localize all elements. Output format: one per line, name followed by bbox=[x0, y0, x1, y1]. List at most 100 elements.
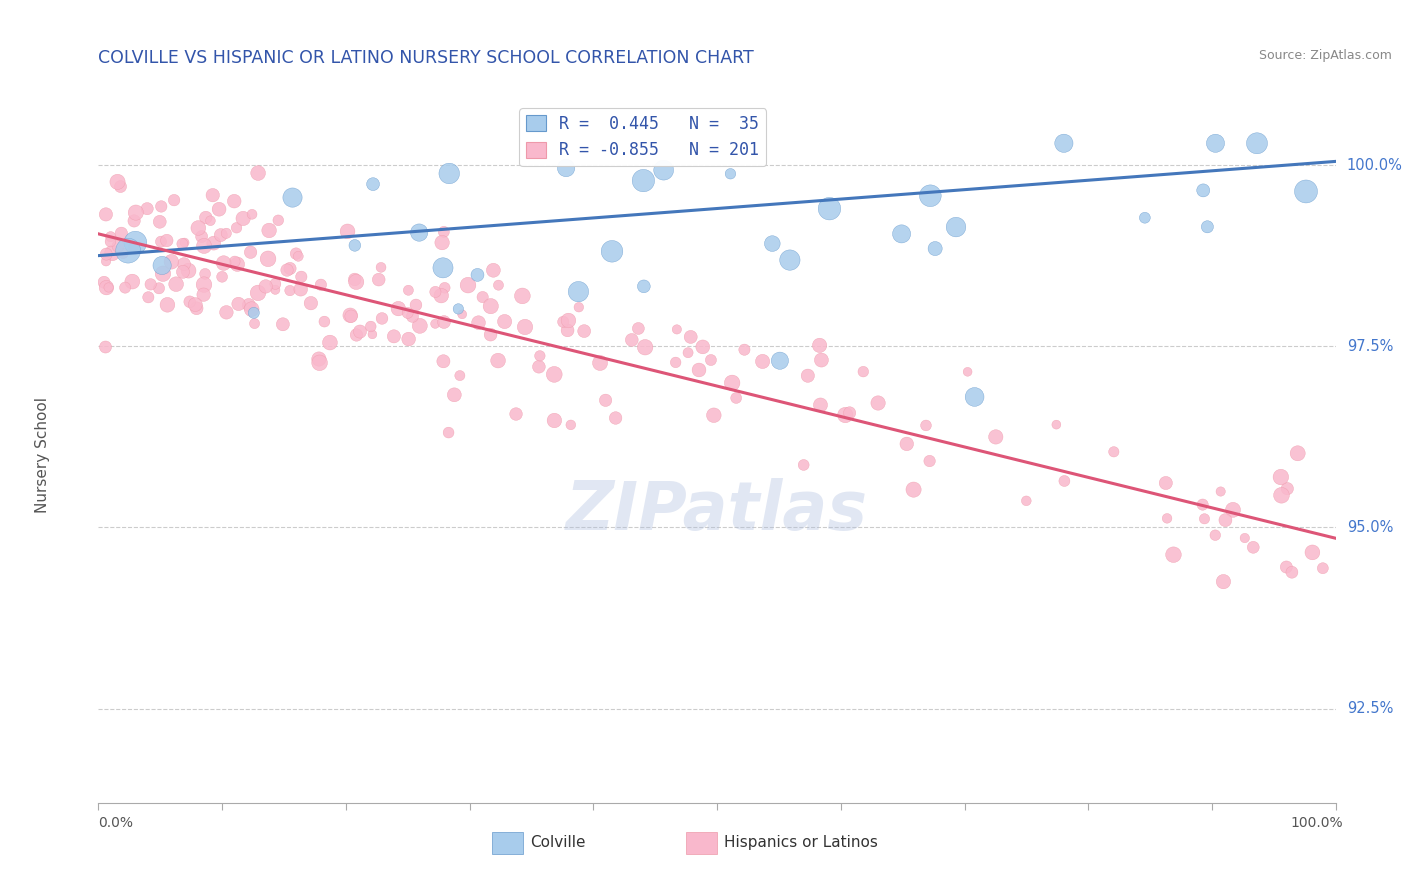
Point bbox=[1194, 512, 1216, 526]
Point bbox=[430, 235, 453, 250]
Point bbox=[956, 365, 979, 379]
Point bbox=[560, 417, 582, 432]
Point bbox=[437, 425, 460, 440]
Point bbox=[215, 227, 238, 241]
Point bbox=[208, 202, 231, 217]
Point bbox=[225, 220, 247, 235]
Text: 100.0%: 100.0% bbox=[1347, 158, 1403, 172]
Point bbox=[110, 227, 132, 241]
Point bbox=[733, 343, 755, 357]
Point bbox=[405, 298, 427, 312]
Point bbox=[193, 239, 215, 253]
Point bbox=[963, 390, 986, 404]
Point bbox=[430, 288, 453, 302]
Point bbox=[633, 279, 655, 293]
Point bbox=[1191, 498, 1213, 512]
Point bbox=[1241, 541, 1264, 555]
Point bbox=[243, 306, 266, 320]
Point bbox=[112, 246, 135, 260]
Point bbox=[398, 332, 420, 346]
Point bbox=[94, 340, 117, 354]
Point bbox=[439, 166, 461, 180]
Point bbox=[396, 283, 419, 297]
Point bbox=[918, 454, 941, 468]
Point bbox=[1209, 484, 1232, 499]
Point bbox=[308, 356, 330, 370]
Point bbox=[240, 207, 263, 221]
Point bbox=[360, 319, 382, 334]
Point bbox=[1204, 136, 1226, 151]
Point bbox=[1246, 136, 1268, 151]
Point bbox=[152, 267, 174, 281]
Point bbox=[1277, 482, 1299, 496]
Point bbox=[308, 352, 330, 367]
Point bbox=[482, 263, 505, 277]
Point bbox=[349, 325, 371, 339]
Point bbox=[1222, 503, 1244, 517]
Point bbox=[703, 409, 725, 423]
Point bbox=[529, 349, 551, 363]
Point bbox=[125, 205, 148, 219]
Point bbox=[371, 311, 394, 326]
Point bbox=[173, 235, 195, 250]
Point bbox=[553, 315, 575, 329]
Point bbox=[1133, 211, 1156, 225]
Point bbox=[838, 406, 860, 420]
Point bbox=[834, 408, 856, 422]
Point bbox=[555, 161, 578, 175]
Point bbox=[567, 285, 589, 299]
Point bbox=[136, 202, 159, 216]
Point bbox=[401, 310, 423, 324]
Point bbox=[202, 236, 225, 251]
Point bbox=[114, 280, 136, 294]
Point bbox=[193, 287, 215, 301]
Point bbox=[96, 280, 118, 294]
Point bbox=[1156, 511, 1178, 525]
Point bbox=[150, 199, 173, 213]
Point bbox=[211, 269, 233, 284]
Point bbox=[276, 263, 298, 277]
Point bbox=[488, 278, 510, 293]
Point bbox=[443, 388, 465, 402]
Point bbox=[343, 238, 366, 252]
Text: 95.0%: 95.0% bbox=[1347, 520, 1393, 535]
Point bbox=[247, 166, 270, 180]
Point bbox=[122, 241, 145, 255]
Point bbox=[247, 285, 270, 300]
Point bbox=[212, 256, 235, 270]
Text: 92.5%: 92.5% bbox=[1347, 701, 1393, 716]
Point bbox=[139, 277, 162, 292]
Text: COLVILLE VS HISPANIC OR LATINO NURSERY SCHOOL CORRELATION CHART: COLVILLE VS HISPANIC OR LATINO NURSERY S… bbox=[98, 49, 754, 67]
Point bbox=[165, 277, 187, 292]
Point bbox=[467, 316, 489, 330]
Point bbox=[238, 298, 260, 312]
Point bbox=[194, 211, 217, 225]
Point bbox=[187, 221, 209, 235]
Point bbox=[396, 306, 419, 320]
Point bbox=[432, 260, 454, 275]
Point bbox=[761, 236, 783, 251]
Point bbox=[432, 354, 454, 368]
Point bbox=[600, 244, 623, 259]
Point bbox=[370, 260, 392, 275]
Point bbox=[124, 235, 146, 250]
Point bbox=[107, 239, 129, 253]
Point bbox=[100, 235, 122, 249]
Point bbox=[173, 257, 195, 271]
Point bbox=[184, 297, 207, 311]
Point bbox=[361, 327, 384, 342]
Point bbox=[163, 193, 186, 207]
Point bbox=[779, 253, 801, 268]
Point bbox=[568, 300, 591, 314]
Point bbox=[344, 275, 367, 289]
Point bbox=[1163, 548, 1185, 562]
Point bbox=[808, 338, 831, 352]
Point bbox=[494, 314, 516, 328]
Point bbox=[1197, 219, 1219, 234]
Point bbox=[339, 308, 361, 322]
Point bbox=[433, 315, 456, 329]
Point bbox=[543, 368, 565, 382]
Point bbox=[408, 226, 430, 240]
Point bbox=[665, 355, 688, 369]
Point bbox=[797, 368, 820, 383]
